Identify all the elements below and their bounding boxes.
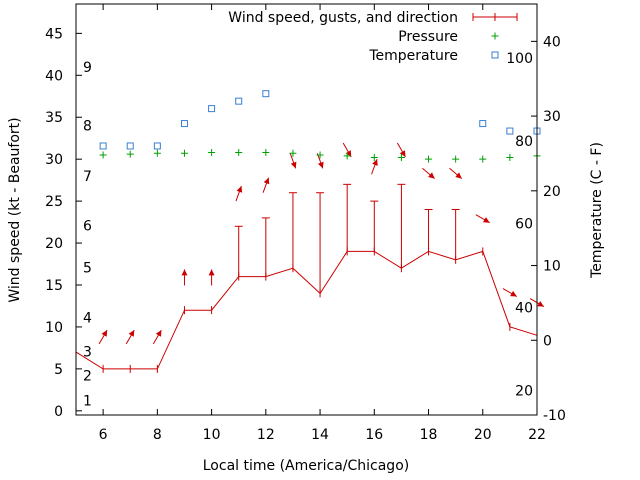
pressure-point — [208, 148, 216, 156]
wind-direction-arrowhead — [155, 330, 162, 337]
y-tick-label: 30 — [45, 152, 63, 168]
pressure-point — [289, 149, 297, 157]
wind-speed-line — [75, 250, 538, 370]
temperature-point — [99, 142, 107, 150]
pressure-point — [370, 153, 378, 161]
temperature-point — [126, 142, 134, 150]
pressure-point — [452, 155, 460, 163]
beaufort-label: 4 — [83, 311, 92, 327]
wind-direction-arrowhead — [399, 150, 406, 157]
y-tick-label: 10 — [45, 320, 63, 336]
wind-direction-arrowhead — [345, 150, 352, 157]
x-tick-label: 22 — [528, 427, 546, 443]
x-tick-label: 12 — [257, 427, 275, 443]
y2-tick-label: -10 — [543, 408, 566, 424]
wind-direction-arrowhead — [428, 172, 435, 179]
y2-tick-label: 10 — [543, 259, 561, 275]
pressure-point — [153, 149, 161, 157]
y2-tick-label: 20 — [543, 184, 561, 200]
wind-direction-arrowhead — [290, 161, 297, 169]
wind-direction-arrowhead — [372, 159, 378, 166]
wind-direction-arrowhead — [263, 177, 270, 185]
pressure-point — [126, 150, 134, 158]
y2-tick-label: 30 — [543, 109, 561, 125]
fahrenheit-label: 80 — [515, 134, 533, 150]
temperature-point — [153, 142, 161, 150]
pressure-point — [262, 148, 270, 156]
x-tick-label: 10 — [203, 427, 221, 443]
x-tick-label: 8 — [153, 427, 162, 443]
wind-direction-arrowhead — [483, 217, 490, 223]
legend-label: Pressure — [398, 29, 458, 45]
legend: Wind speed, gusts, and direction Pressure… — [228, 10, 518, 64]
temperature-point — [479, 120, 487, 128]
legend-temperature-swatch — [491, 51, 499, 59]
plot-frame — [75, 3, 538, 416]
fahrenheit-label: 100 — [506, 51, 533, 67]
y-tick-label: 35 — [45, 110, 63, 126]
y-tick-label: 5 — [54, 362, 63, 378]
x-tick-label: 16 — [365, 427, 383, 443]
pressure-point — [479, 155, 487, 163]
wind-direction-arrowhead — [317, 161, 324, 169]
legend-label: Wind speed, gusts, and direction — [228, 10, 458, 26]
wind-direction-arrowhead — [208, 269, 215, 276]
fahrenheit-label: 40 — [515, 300, 533, 316]
beaufort-label: 5 — [83, 260, 92, 276]
beaufort-label: 6 — [83, 218, 92, 234]
y-tick-label: 15 — [45, 278, 63, 294]
y-tick-label: 25 — [45, 194, 63, 210]
temperature-point — [208, 105, 216, 113]
y-tick-label: 40 — [45, 68, 63, 84]
temperature-point — [235, 97, 243, 105]
plot-marks — [75, 90, 545, 373]
x-tick-label: 6 — [99, 427, 108, 443]
y-tick-label: 45 — [45, 26, 63, 42]
pressure-point — [99, 151, 107, 159]
wind-direction-arrowhead — [236, 186, 243, 193]
y2-tick-label: 40 — [543, 34, 561, 50]
wind-direction-arrowhead — [101, 330, 108, 337]
wind-direction-arrowhead — [510, 290, 517, 297]
pressure-point — [397, 153, 405, 161]
fahrenheit-label: 20 — [515, 383, 533, 399]
beaufort-label: 9 — [83, 60, 92, 76]
wind-direction-arrowhead — [537, 301, 544, 307]
beaufort-label: 3 — [83, 344, 92, 360]
y2-tick-label: 0 — [543, 333, 552, 349]
beaufort-label: 1 — [83, 394, 92, 410]
pressure-point — [316, 151, 324, 159]
temperature-point — [262, 90, 270, 98]
fahrenheit-label: 60 — [515, 217, 533, 233]
x-axis-label: Local time (America/Chicago) — [203, 458, 409, 474]
y2-axis-label: Temperature (C - F) — [589, 142, 605, 279]
y-axis-label: Wind speed (kt - Beaufort) — [7, 117, 23, 302]
temperature-point — [180, 120, 188, 128]
legend-label: Temperature — [368, 48, 458, 64]
wind-direction-arrowhead — [181, 269, 188, 276]
wind-direction-arrowhead — [455, 172, 462, 179]
legend-pressure-swatch — [491, 32, 499, 40]
pressure-point — [180, 149, 188, 157]
pressure-point — [425, 155, 433, 163]
axes: 6 8 10 12 14 16 18 20 22051015202530354045-10010… — [45, 4, 566, 443]
pressure-point — [343, 152, 351, 160]
x-tick-label: 20 — [474, 427, 492, 443]
beaufort-label: 2 — [83, 369, 92, 385]
x-tick-label: 14 — [311, 427, 329, 443]
y-tick-label: 20 — [45, 236, 63, 252]
wind-direction-arrowhead — [128, 330, 135, 337]
beaufort-label: 7 — [83, 169, 92, 185]
temperature-point — [506, 127, 514, 135]
pressure-point — [506, 153, 514, 161]
pressure-point — [235, 148, 243, 156]
y-tick-label: 0 — [54, 404, 63, 420]
x-tick-label: 18 — [420, 427, 438, 443]
beaufort-label: 8 — [83, 119, 92, 135]
